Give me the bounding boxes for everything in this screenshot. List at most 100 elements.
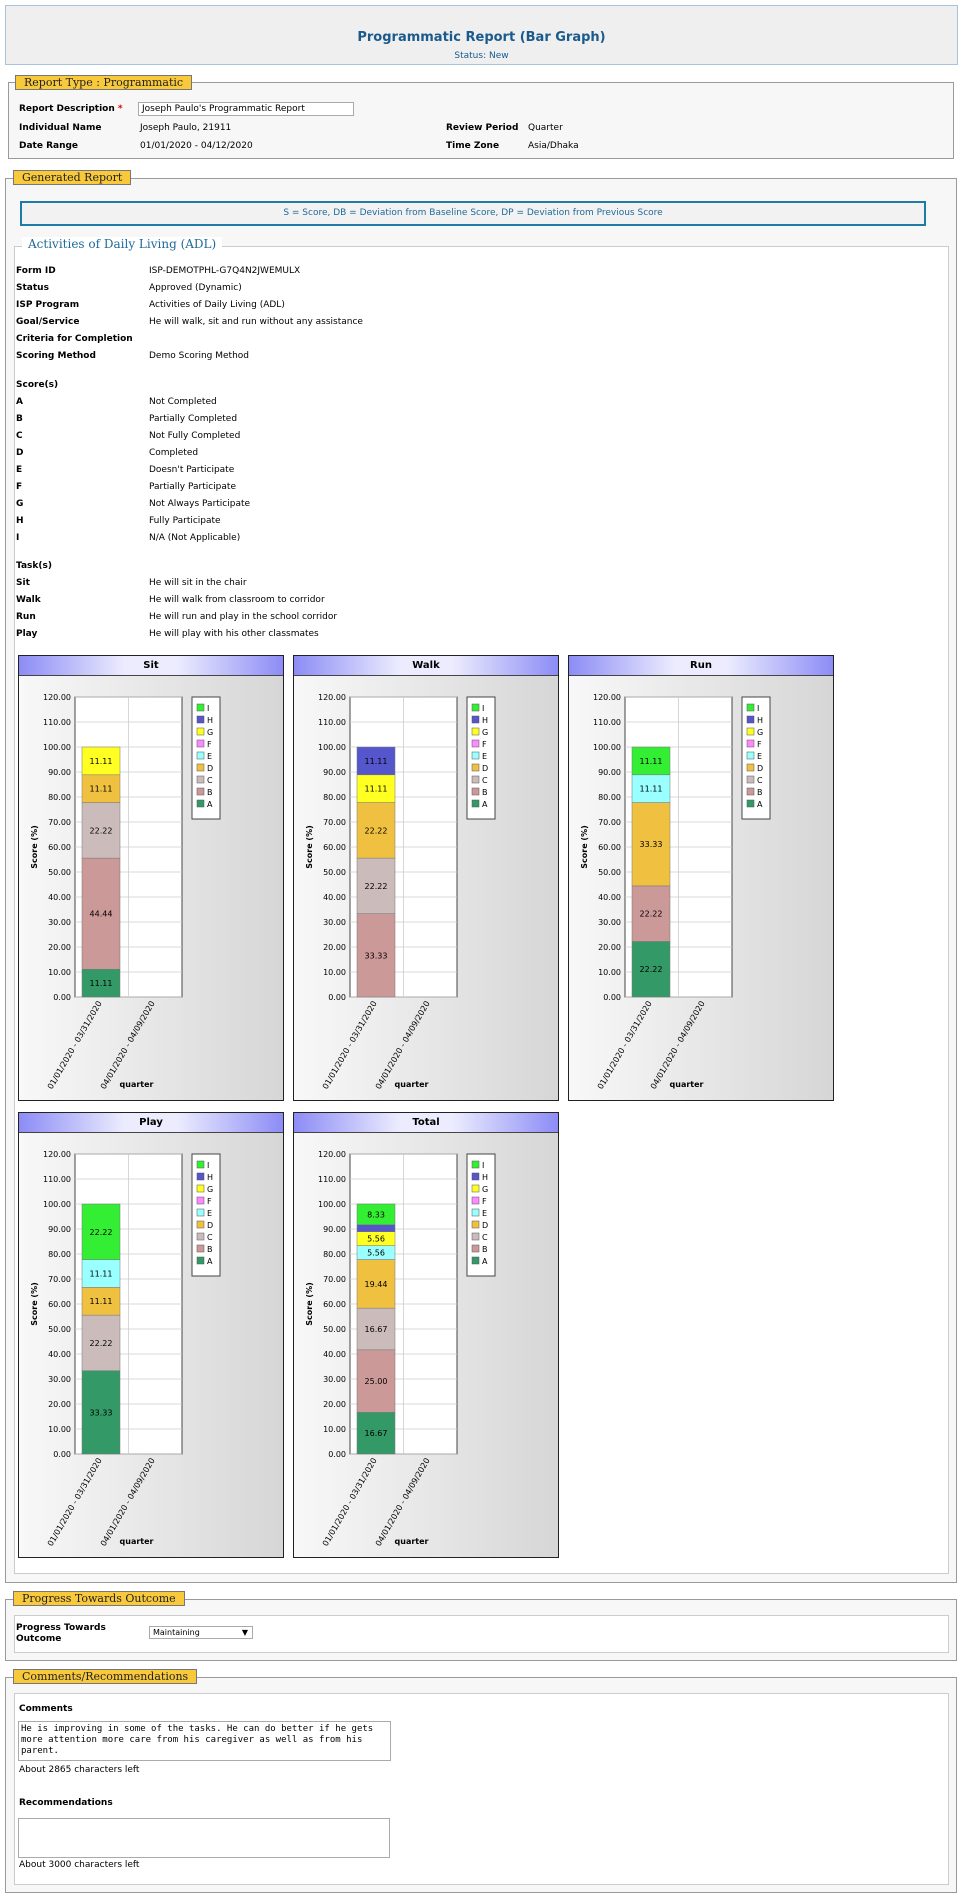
bar-segment-I xyxy=(356,1203,396,1226)
recommendations-textarea[interactable] xyxy=(18,1818,390,1858)
chart-title: Total xyxy=(294,1113,558,1133)
legend-swatch xyxy=(746,727,755,736)
comments-textarea[interactable]: He is improving in some of the tasks. He… xyxy=(18,1721,391,1761)
legend-swatch xyxy=(196,763,205,772)
legend-label: G xyxy=(757,728,763,737)
legend-label: A xyxy=(482,1257,488,1266)
x-axis-label: quarter xyxy=(120,1080,154,1089)
legend-label: B xyxy=(207,1245,213,1254)
bar-segment-C xyxy=(81,1314,121,1371)
details-value: Demo Scoring Method xyxy=(149,351,250,361)
y-tick-label: 40.00 xyxy=(323,1350,346,1359)
data-label: 5.56 xyxy=(367,1235,385,1244)
bar-segment-C xyxy=(356,1307,396,1351)
y-tick-label: 40.00 xyxy=(323,893,346,902)
bar-segment-D xyxy=(631,802,671,887)
y-tick-label: 110.00 xyxy=(318,1175,346,1184)
legend-label: C xyxy=(757,776,763,785)
legend-label: I xyxy=(482,704,484,713)
bar-segment-D xyxy=(356,802,396,859)
recommendations-label: Recommendations xyxy=(19,1798,113,1808)
y-tick-label: 80.00 xyxy=(48,793,71,802)
bar-segment-B xyxy=(631,885,671,942)
details-label: Scoring Method xyxy=(16,351,96,361)
y-tick-label: 30.00 xyxy=(323,918,346,927)
legend-label: F xyxy=(482,1197,487,1206)
legend-swatch xyxy=(196,1244,205,1253)
details-value: Activities of Daily Living (ADL) xyxy=(149,300,285,310)
report-description-input[interactable]: Joseph Paulo's Programmatic Report xyxy=(138,102,354,116)
legend-swatch xyxy=(746,775,755,784)
y-tick-label: 50.00 xyxy=(598,868,621,877)
y-tick-label: 120.00 xyxy=(43,693,71,702)
legend-label: B xyxy=(207,788,213,797)
legend-swatch xyxy=(471,1172,480,1181)
bar-segment-E xyxy=(631,774,671,803)
legend-swatch xyxy=(196,1232,205,1241)
scores-label: G xyxy=(16,499,24,509)
y-tick-label: 70.00 xyxy=(48,818,71,827)
x-tick-label: 01/01/2020 - 03/31/2020 xyxy=(321,1000,379,1091)
x-tick-label: 01/01/2020 - 03/31/2020 xyxy=(46,1000,104,1091)
y-tick-label: 0.00 xyxy=(53,993,71,1002)
legend-swatch xyxy=(196,775,205,784)
legend-label: A xyxy=(482,800,488,809)
data-label: 33.33 xyxy=(365,951,388,960)
page-title: Programmatic Report (Bar Graph) xyxy=(357,30,606,45)
legend-swatch xyxy=(196,1208,205,1217)
individual-value: Joseph Paulo, 21911 xyxy=(140,123,232,133)
scores-value: Not Always Participate xyxy=(149,499,251,509)
legend-swatch xyxy=(471,763,480,772)
data-label: 11.11 xyxy=(90,979,113,988)
bar-segment-I xyxy=(81,1203,121,1260)
data-label: 22.22 xyxy=(640,910,663,919)
progress-select[interactable]: Maintaining ▼ xyxy=(149,1626,253,1639)
details-label: Form ID xyxy=(16,266,56,276)
tasks-label: Sit xyxy=(16,578,30,588)
bar-segment-G xyxy=(81,746,121,776)
scores-label: C xyxy=(16,431,23,441)
scores-value: Not Completed xyxy=(149,397,217,407)
legend-label: E xyxy=(207,752,212,761)
y-tick-label: 80.00 xyxy=(323,1250,346,1259)
y-tick-label: 120.00 xyxy=(593,693,621,702)
progress-select-value: Maintaining xyxy=(153,1628,200,1637)
legend-label: A xyxy=(207,800,213,809)
y-tick-label: 90.00 xyxy=(598,768,621,777)
y-tick-label: 100.00 xyxy=(43,743,71,752)
data-label: 19.44 xyxy=(365,1280,388,1289)
y-tick-label: 30.00 xyxy=(48,1375,71,1384)
y-tick-label: 10.00 xyxy=(323,968,346,977)
scores-value: Doesn't Participate xyxy=(149,465,235,475)
legend-label: C xyxy=(207,1233,213,1242)
legend-label: B xyxy=(482,788,488,797)
data-label: 11.11 xyxy=(90,757,113,766)
y-tick-label: 110.00 xyxy=(318,718,346,727)
x-axis-label: quarter xyxy=(395,1080,429,1089)
bar-segment-D xyxy=(356,1259,396,1309)
data-label: 5.56 xyxy=(367,1249,385,1258)
y-axis-label: Score (%) xyxy=(305,825,314,868)
legend-label: A xyxy=(757,800,763,809)
legend-swatch xyxy=(746,715,755,724)
x-tick-label: 01/01/2020 - 03/31/2020 xyxy=(321,1457,379,1548)
legend-label: E xyxy=(482,752,487,761)
bar-segment-I xyxy=(631,746,671,776)
legend-swatch xyxy=(196,727,205,736)
scores-value: Not Fully Completed xyxy=(149,431,241,441)
data-label: 11.11 xyxy=(365,757,388,766)
legend-swatch xyxy=(471,703,480,712)
legend-swatch xyxy=(196,1160,205,1169)
legend-swatch xyxy=(196,1196,205,1205)
data-label: 11.11 xyxy=(90,1269,113,1278)
legend-label: H xyxy=(207,716,213,725)
tasks-title: Task(s) xyxy=(16,561,52,571)
legend-swatch xyxy=(471,1256,480,1265)
scores-value: Partially Completed xyxy=(149,414,238,424)
x-tick-label: 01/01/2020 - 03/31/2020 xyxy=(46,1457,104,1548)
tasks-value: He will walk from classroom to corridor xyxy=(149,595,325,605)
legend-swatch xyxy=(471,1220,480,1229)
legend-swatch xyxy=(746,787,755,796)
generated-report-legend: Generated Report xyxy=(13,170,132,185)
progress-label: Progress Towards Outcome xyxy=(16,1623,106,1644)
